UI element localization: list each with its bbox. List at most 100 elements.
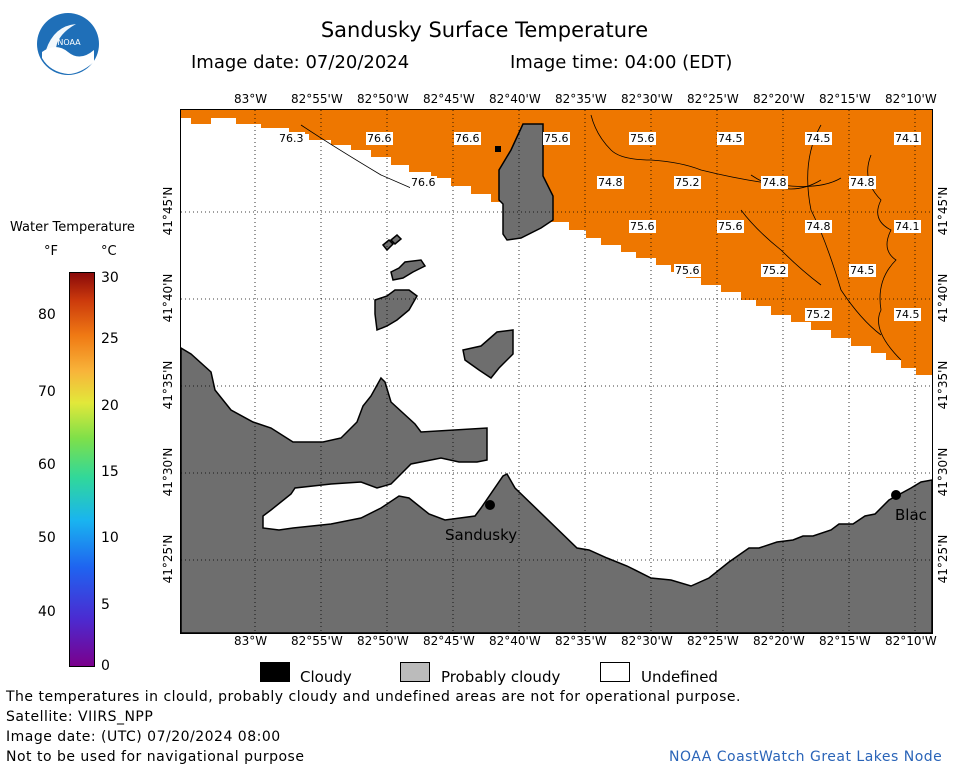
island <box>389 233 403 246</box>
lat-label-right: 41°45'N <box>936 186 950 236</box>
f-tick: 60 <box>38 457 56 473</box>
legend-cloudy-label: Cloudy <box>300 668 352 686</box>
lon-label-bottom: 82°10'W <box>885 634 937 648</box>
c-tick: 20 <box>101 398 119 414</box>
legend-probably-cloudy-label: Probably cloudy <box>441 668 561 686</box>
colorbar-unit-c: °C <box>101 244 117 259</box>
image-date: Image date: 07/20/2024 <box>191 52 410 73</box>
colorbar: Water Temperature °F °C 80 70 60 50 40 3… <box>0 210 160 680</box>
temperature-label: 76.3 <box>278 132 305 145</box>
temperature-label: 74.5 <box>894 308 921 321</box>
probably-cloudy-area <box>498 123 554 241</box>
lon-label-top: 82°25'W <box>687 92 739 106</box>
temperature-label: 74.8 <box>805 220 832 233</box>
c-tick: 30 <box>101 270 119 286</box>
map-canvas <box>181 110 932 633</box>
water-temperature-area <box>181 110 932 375</box>
lon-label-top: 82°55'W <box>291 92 343 106</box>
island <box>374 289 418 332</box>
temperature-label: 75.2 <box>674 176 701 189</box>
temperature-label: 74.5 <box>849 264 876 277</box>
f-tick: 40 <box>38 604 56 620</box>
island <box>390 259 427 281</box>
noaa-logo: NOAA <box>36 12 100 76</box>
colorbar-gradient <box>69 272 95 667</box>
credit-link[interactable]: NOAA CoastWatch Great Lakes Node <box>669 749 943 765</box>
temperature-label: 74.5 <box>717 132 744 145</box>
satellite-text: Satellite: VIIRS_NPP <box>6 709 154 725</box>
cloudy-pixel <box>495 146 501 152</box>
lon-label-top: 82°40'W <box>489 92 541 106</box>
temperature-label: 75.6 <box>674 264 701 277</box>
lon-label-top: 82°15'W <box>819 92 871 106</box>
f-tick: 50 <box>38 530 56 546</box>
lat-label-left: 41°45'N <box>161 186 175 236</box>
f-tick: 80 <box>38 307 56 323</box>
lon-label-bottom: 82°20'W <box>753 634 805 648</box>
temperature-label: 76.6 <box>454 132 481 145</box>
lon-label-bottom: 82°50'W <box>357 634 409 648</box>
image-time: Image time: 04:00 (EDT) <box>510 52 733 73</box>
legend-undefined-swatch <box>600 662 630 682</box>
lon-label-bottom: 82°45'W <box>423 634 475 648</box>
lat-label-left: 41°35'N <box>161 360 175 410</box>
map-panel: 76.3 76.6 76.6 75.6 75.6 74.5 74.5 74.1 … <box>180 109 933 634</box>
navigation-warning: Not to be used for navigational purpose <box>6 749 305 765</box>
lon-label-top: 82°10'W <box>885 92 937 106</box>
lon-label-top: 82°50'W <box>357 92 409 106</box>
temperature-label: 75.6 <box>543 132 570 145</box>
colorbar-title: Water Temperature <box>10 220 135 235</box>
lon-label-bottom: 82°15'W <box>819 634 871 648</box>
temperature-label: 76.6 <box>410 176 437 189</box>
disclaimer-text: The temperatures in clould, probably clo… <box>6 689 741 705</box>
lat-label-left: 41°40'N <box>161 273 175 323</box>
lat-label-left: 41°30'N <box>161 447 175 497</box>
temperature-label: 75.6 <box>629 220 656 233</box>
island <box>462 329 514 380</box>
blac-marker <box>891 490 901 500</box>
lon-label-bottom: 82°30'W <box>621 634 673 648</box>
temperature-label: 74.8 <box>597 176 624 189</box>
place-label-blac: Blac <box>895 506 927 524</box>
c-tick: 0 <box>101 658 110 674</box>
lon-label-bottom: 83°W <box>234 634 268 648</box>
temperature-label: 74.8 <box>761 176 788 189</box>
lat-label-left: 41°25'N <box>161 534 175 584</box>
temperature-label: 75.2 <box>805 308 832 321</box>
temperature-label: 74.1 <box>894 220 921 233</box>
legend-probably-cloudy-swatch <box>400 662 430 682</box>
lon-label-top: 82°45'W <box>423 92 475 106</box>
c-tick: 5 <box>101 597 110 613</box>
utc-date-text: Image date: (UTC) 07/20/2024 08:00 <box>6 729 281 745</box>
legend-undefined-label: Undefined <box>641 668 718 686</box>
f-tick: 70 <box>38 384 56 400</box>
page-title: Sandusky Surface Temperature <box>320 18 649 42</box>
temperature-label: 74.8 <box>849 176 876 189</box>
svg-text:NOAA: NOAA <box>57 38 81 47</box>
temperature-label: 76.6 <box>366 132 393 145</box>
temperature-label: 75.2 <box>761 264 788 277</box>
lon-label-top: 82°30'W <box>621 92 673 106</box>
lat-label-right: 41°40'N <box>936 273 950 323</box>
lon-label-top: 82°35'W <box>555 92 607 106</box>
lon-label-bottom: 82°55'W <box>291 634 343 648</box>
lon-label-bottom: 82°40'W <box>489 634 541 648</box>
land-mass <box>181 347 932 633</box>
c-tick: 10 <box>101 530 119 546</box>
legend-cloudy-swatch <box>260 662 290 682</box>
lon-label-top: 82°20'W <box>753 92 805 106</box>
temperature-label: 74.1 <box>894 132 921 145</box>
place-label-sandusky: Sandusky <box>445 526 518 544</box>
colorbar-unit-f: °F <box>44 244 58 259</box>
noaa-logo-icon: NOAA <box>37 13 99 75</box>
temperature-label: 74.5 <box>805 132 832 145</box>
lon-label-bottom: 82°25'W <box>687 634 739 648</box>
lat-label-right: 41°25'N <box>936 534 950 584</box>
c-tick: 25 <box>101 331 119 347</box>
lon-label-bottom: 82°35'W <box>555 634 607 648</box>
lon-label-top: 83°W <box>234 92 268 106</box>
temperature-label: 75.6 <box>717 220 744 233</box>
island <box>381 238 395 252</box>
sandusky-marker <box>485 500 495 510</box>
lat-label-right: 41°30'N <box>936 447 950 497</box>
